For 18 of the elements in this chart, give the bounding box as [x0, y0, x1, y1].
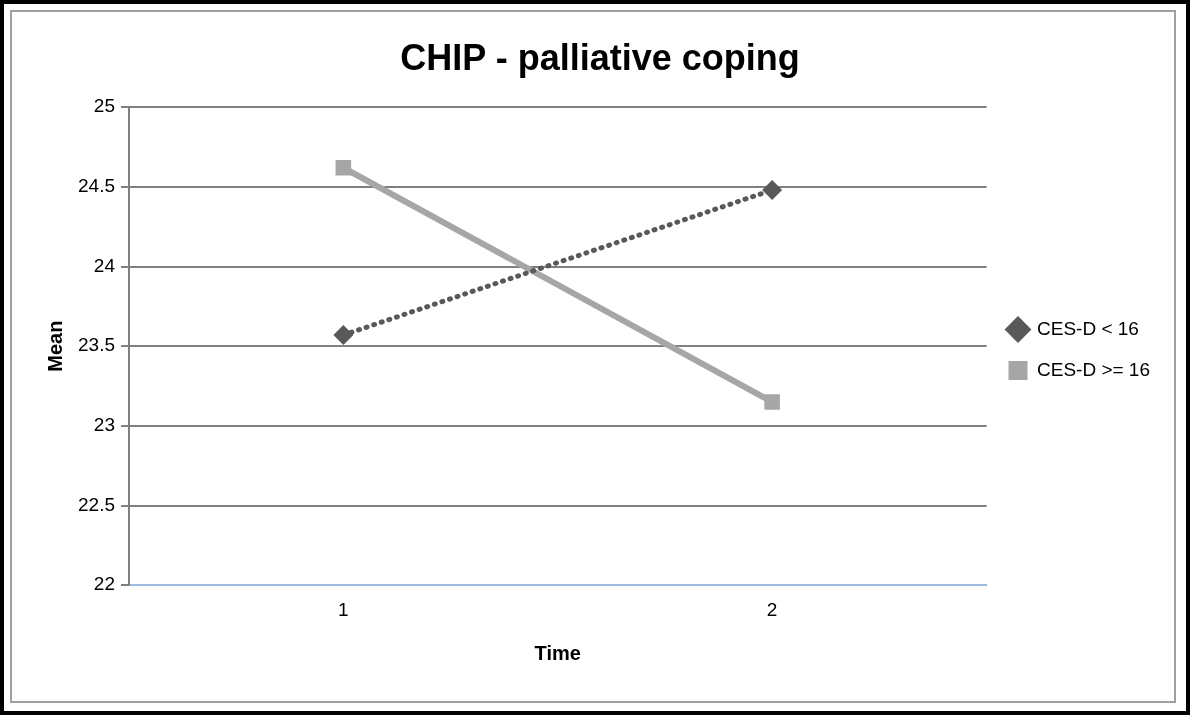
x-tick-label: 2: [766, 598, 778, 620]
point: [335, 159, 352, 176]
y-axis-title: Mean: [43, 320, 66, 372]
y-tick-label: 23: [93, 414, 115, 436]
x-axis-title: Time: [534, 641, 581, 664]
point: [764, 394, 780, 410]
y-tick-label: 24.5: [78, 175, 115, 197]
legend-label: CES-D < 16: [1037, 317, 1139, 339]
y-tick-label: 24: [93, 254, 116, 276]
point: [333, 325, 354, 346]
point: [762, 180, 783, 201]
legend-label: CES-D >= 16: [1037, 358, 1150, 380]
y-tick-label: 22.5: [78, 493, 115, 515]
y-tick-label: 23.5: [78, 334, 115, 356]
chart-title: CHIP - palliative coping: [400, 36, 800, 78]
y-tick-label: 25: [93, 95, 115, 117]
x-tick-label: 1: [338, 598, 349, 620]
y-tick-label: 22: [93, 573, 115, 595]
